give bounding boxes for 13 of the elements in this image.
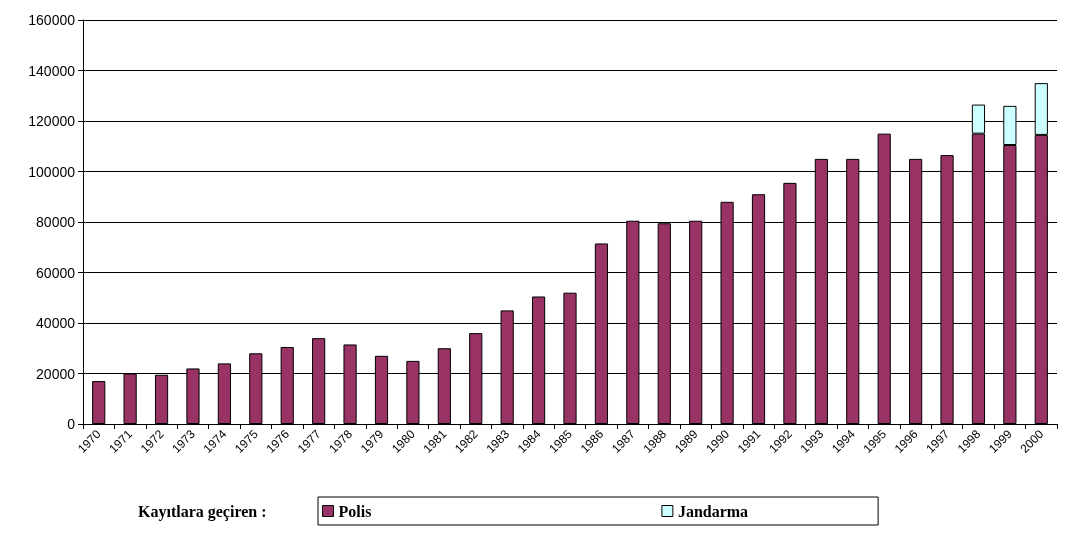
y-tick-label: 60000 (36, 264, 76, 281)
y-tick-label: 140000 (28, 62, 76, 79)
y-tick-label: 40000 (36, 315, 76, 331)
y-tick-label: 80000 (36, 214, 76, 230)
y-tick-label: 20000 (36, 365, 76, 382)
bar (92, 381, 106, 424)
legend-label: Polis (338, 502, 372, 520)
legend-label: Jandarma (677, 502, 749, 520)
y-tick-label: 0 (67, 416, 76, 432)
y-tick-label: 100000 (28, 163, 76, 180)
y-tick-label: 120000 (28, 113, 76, 129)
legend-title: Kayıtlara geçiren : (138, 502, 267, 521)
y-tick-label: 160000 (28, 12, 76, 28)
